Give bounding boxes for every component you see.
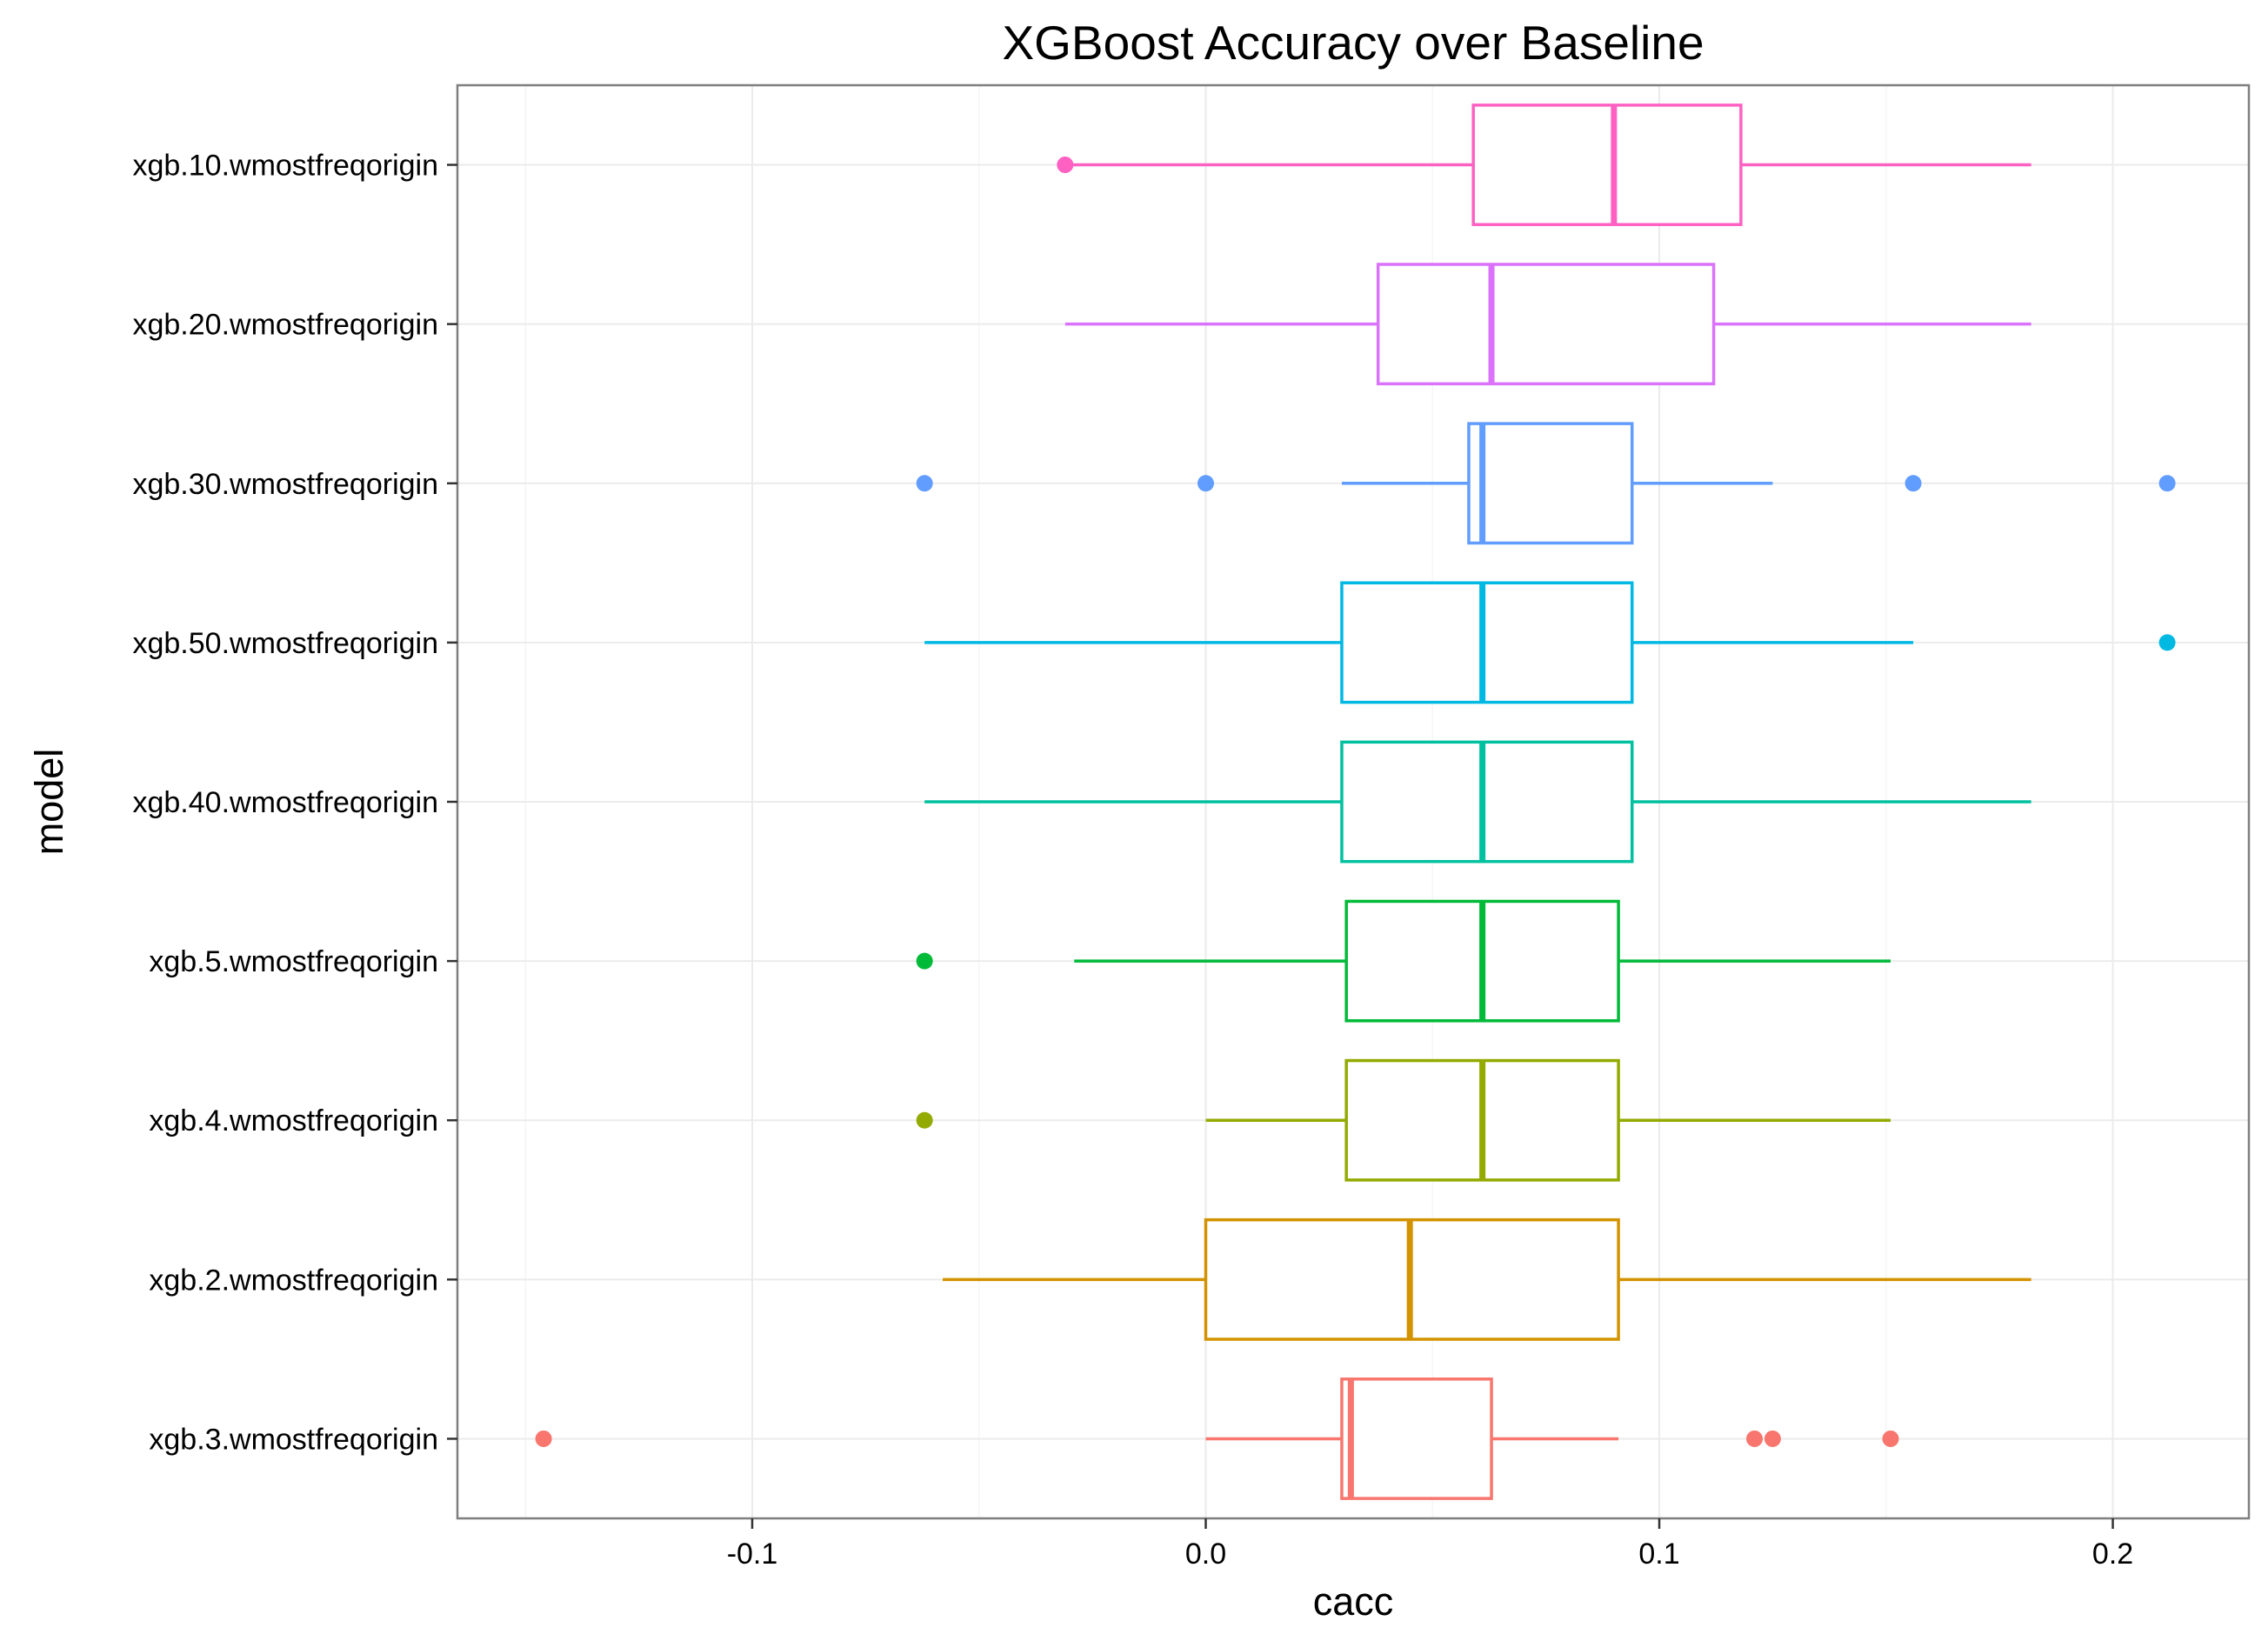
y-tick-label: xgb.5.wmostfreqorigin bbox=[149, 945, 438, 978]
y-axis-title: model bbox=[27, 749, 71, 856]
outlier-point bbox=[1197, 475, 1215, 492]
y-tick-label: xgb.3.wmostfreqorigin bbox=[149, 1423, 438, 1456]
box bbox=[1340, 581, 1634, 704]
box bbox=[1376, 263, 1716, 386]
box-group bbox=[1064, 263, 2031, 386]
outlier-point bbox=[2158, 634, 2176, 651]
outlier-point bbox=[1882, 1430, 1899, 1447]
x-tick-label: 0.2 bbox=[2092, 1538, 2133, 1571]
outlier-point bbox=[1057, 157, 1074, 174]
box-group bbox=[916, 422, 2176, 545]
box-group bbox=[924, 581, 2176, 704]
outlier-point bbox=[1904, 475, 1922, 492]
box bbox=[1340, 1378, 1493, 1500]
y-tick-label: xgb.10.wmostfreqorigin bbox=[132, 150, 438, 183]
x-axis-title: cacc bbox=[1313, 1579, 1394, 1624]
outlier-point bbox=[2158, 475, 2176, 492]
chart-title: XGBoost Accuracy over Baseline bbox=[1002, 16, 1704, 70]
box-group bbox=[916, 899, 1891, 1023]
y-tick-label: xgb.30.wmostfreqorigin bbox=[132, 468, 438, 501]
y-tick-label: xgb.20.wmostfreqorigin bbox=[132, 309, 438, 342]
box-group bbox=[1057, 103, 2031, 226]
box-group bbox=[943, 1217, 2031, 1341]
x-tick-label: -0.1 bbox=[727, 1538, 778, 1571]
outlier-point bbox=[916, 475, 933, 492]
boxes bbox=[535, 103, 2176, 1500]
x-tick-label: 0.1 bbox=[1638, 1538, 1679, 1571]
box-group bbox=[916, 1058, 1891, 1182]
box-group bbox=[924, 740, 2031, 864]
box bbox=[1471, 103, 1743, 226]
y-tick-label: xgb.2.wmostfreqorigin bbox=[149, 1264, 438, 1297]
outlier-point bbox=[916, 952, 933, 970]
outlier-point bbox=[1746, 1430, 1764, 1447]
y-tick-label: xgb.4.wmostfreqorigin bbox=[149, 1104, 438, 1137]
outlier-point bbox=[1764, 1430, 1781, 1447]
box-group bbox=[535, 1378, 1899, 1500]
outlier-point bbox=[535, 1430, 552, 1447]
axes: xgb.10.wmostfreqorigin xgb.20.wmostfreqor… bbox=[132, 150, 2133, 1571]
box bbox=[1467, 422, 1634, 545]
x-tick-label: 0.0 bbox=[1185, 1538, 1226, 1571]
y-tick-label: xgb.40.wmostfreqorigin bbox=[132, 786, 438, 819]
outlier-point bbox=[916, 1111, 933, 1129]
y-tick-label: xgb.50.wmostfreqorigin bbox=[132, 627, 438, 660]
box bbox=[1340, 740, 1634, 864]
